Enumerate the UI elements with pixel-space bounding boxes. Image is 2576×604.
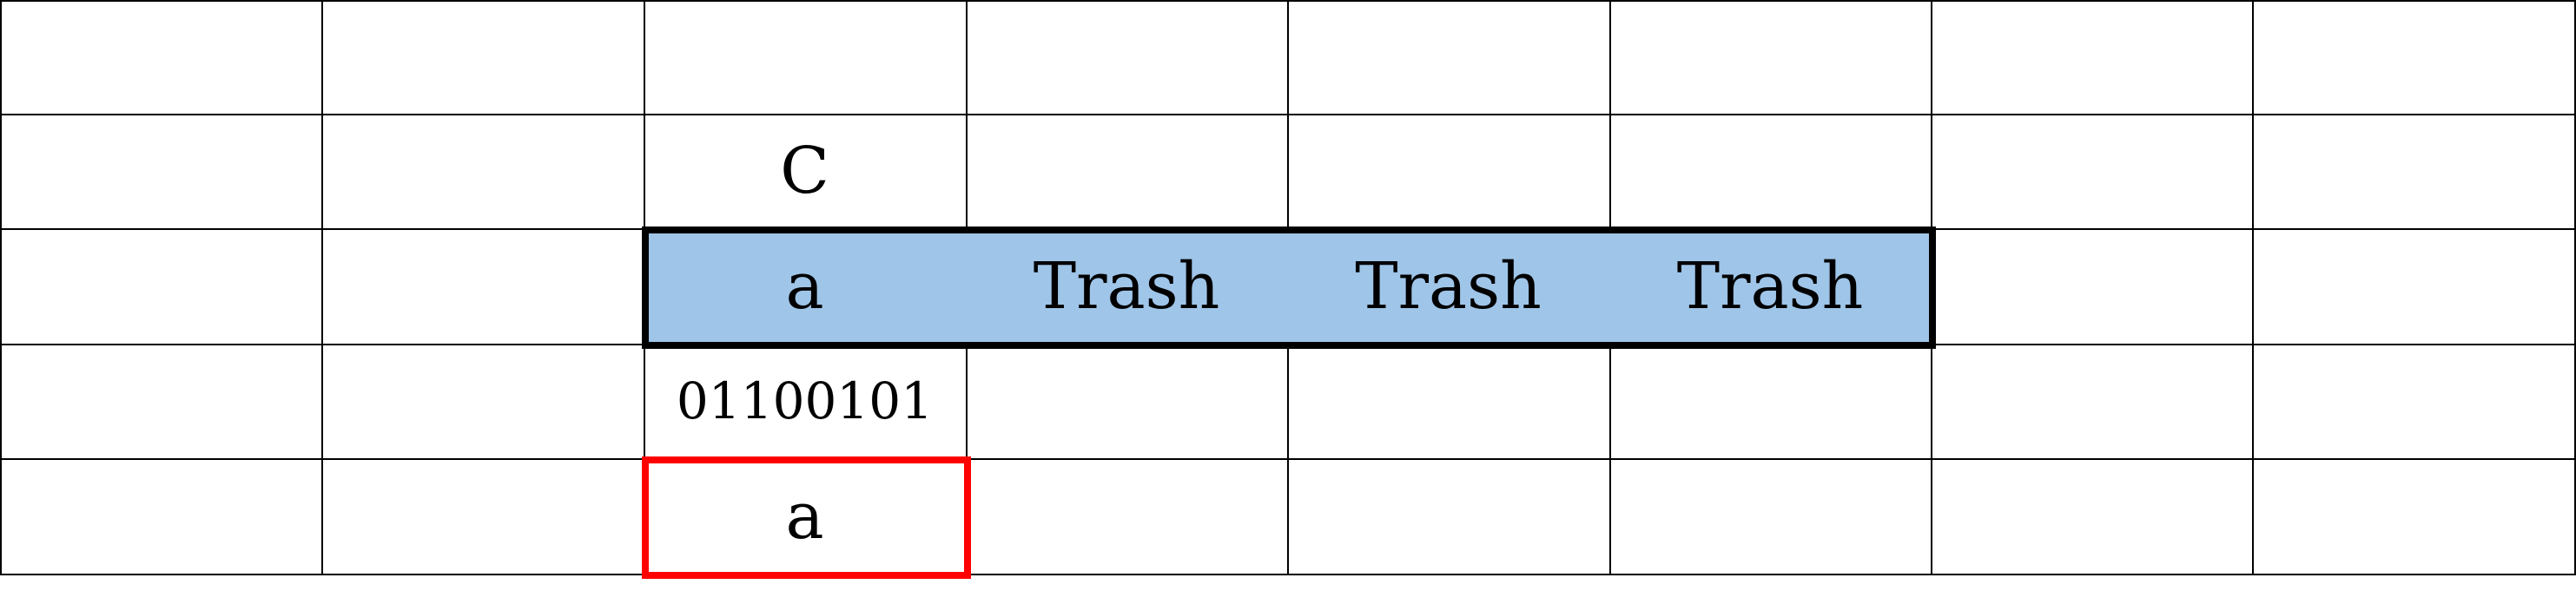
- grid-cell-r2-c3: Trash: [966, 228, 1289, 345]
- grid-cell-r2-c0: [0, 228, 323, 345]
- grid-cell-r4-c2: a: [644, 458, 968, 575]
- grid-cell-r3-c7: [2252, 344, 2576, 460]
- grid-cell-r4-c0: [0, 458, 323, 575]
- grid-cell-r4-c6: [1931, 458, 2254, 575]
- grid-cell-r4-c4: [1287, 458, 1611, 575]
- grid-cell-r2-c7: [2252, 228, 2576, 345]
- grid-cell-r0-c3: [966, 0, 1289, 115]
- grid-cell-r3-c0: [0, 344, 323, 460]
- grid-cell-r0-c1: [321, 0, 645, 115]
- grid-cell-r0-c4: [1287, 0, 1611, 115]
- grid-cell-r1-c5: [1609, 114, 1932, 230]
- grid-cell-r1-c4: [1287, 114, 1611, 230]
- grid-cell-r4-c3: [966, 458, 1289, 575]
- grid-cell-r3-c5: [1609, 344, 1932, 460]
- grid-cell-r1-c3: [966, 114, 1289, 230]
- grid-cell-r0-c5: [1609, 0, 1932, 115]
- grid-cell-r3-c3: [966, 344, 1289, 460]
- grid-cell-r4-c7: [2252, 458, 2576, 575]
- grid-cell-r1-c1: [321, 114, 645, 230]
- grid-cell-r1-c0: [0, 114, 323, 230]
- grid-cell-r0-c2: [644, 0, 968, 115]
- grid-cell-r0-c0: [0, 0, 323, 115]
- grid-cell-r2-c1: [321, 228, 645, 345]
- grid-cell-r3-c6: [1931, 344, 2254, 460]
- grid-cell-r4-c1: [321, 458, 645, 575]
- grid-cell-r3-c4: [1287, 344, 1611, 460]
- grid-cell-r2-c4: Trash: [1287, 228, 1611, 345]
- grid-cell-r3-c1: [321, 344, 645, 460]
- grid-cell-r1-c2: C: [644, 114, 968, 230]
- grid-cell-r3-c2: 01100101: [644, 344, 968, 460]
- grid-cell-r2-c2: a: [644, 228, 968, 345]
- grid-cell-r0-c7: [2252, 0, 2576, 115]
- grid-cell-r0-c6: [1931, 0, 2254, 115]
- grid-cell-r1-c6: [1931, 114, 2254, 230]
- grid-cell-r4-c5: [1609, 458, 1932, 575]
- grid-cell-r1-c7: [2252, 114, 2576, 230]
- grid-cell-r2-c6: [1931, 228, 2254, 345]
- grid-cell-r2-c5: Trash: [1609, 228, 1932, 345]
